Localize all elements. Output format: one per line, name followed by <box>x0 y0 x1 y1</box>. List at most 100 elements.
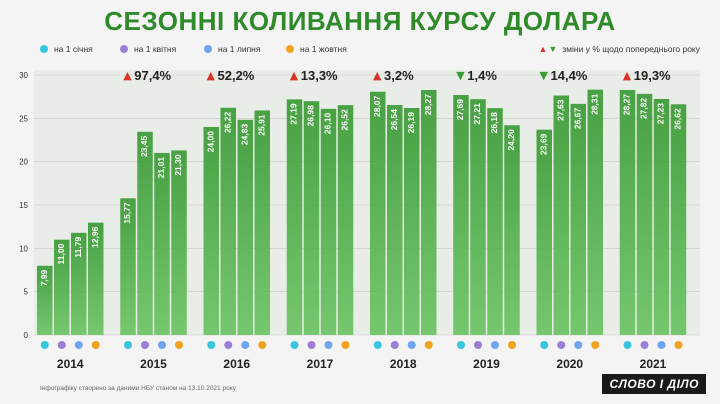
bar <box>237 119 253 335</box>
bar <box>536 129 552 335</box>
bar <box>303 101 320 335</box>
series-marker <box>623 341 632 349</box>
legend-item-oct: на 1 жовтня <box>286 44 347 54</box>
legend-dot-jan <box>40 45 48 53</box>
bar <box>254 110 270 336</box>
bar <box>171 150 187 335</box>
bar <box>619 89 636 335</box>
bar <box>421 89 437 335</box>
bar <box>636 93 653 335</box>
arrow-up-icon: ▲ <box>207 69 216 82</box>
series-marker <box>557 341 566 349</box>
series-marker <box>640 341 649 349</box>
x-tick-label: 2016 <box>223 357 250 371</box>
series-marker <box>508 341 516 349</box>
bar <box>286 99 303 335</box>
bar-value-label: 27,21 <box>472 103 482 125</box>
bar-value-label: 23,69 <box>539 133 549 155</box>
series-marker <box>241 341 250 349</box>
series-marker <box>224 341 233 349</box>
bar <box>320 108 337 335</box>
arrow-up-icon: ▲ <box>123 69 132 82</box>
bar-value-label: 15,77 <box>122 202 132 224</box>
bar <box>54 239 70 335</box>
bar-value-label: 26,98 <box>306 105 316 127</box>
change-percent-label: 3,2% <box>384 68 414 83</box>
bar-value-label: 28,27 <box>423 94 433 116</box>
bar-value-label: 28,31 <box>590 93 600 115</box>
bar <box>71 232 87 335</box>
bar-value-label: 11,00 <box>56 243 66 264</box>
change-percent-label: 13,3% <box>301 68 338 83</box>
bar-value-label: 26,22 <box>223 111 233 133</box>
bar-value-label: 26,62 <box>673 108 683 130</box>
change-percent-label: 19,3% <box>634 68 671 83</box>
change-percent-label: 97,4% <box>134 68 171 83</box>
bar <box>37 265 53 335</box>
series-marker <box>40 341 49 349</box>
series-marker <box>491 341 499 349</box>
x-tick-label: 2018 <box>390 357 417 371</box>
bar <box>154 152 170 335</box>
series-marker <box>74 341 83 349</box>
y-tick-label: 15 <box>19 201 28 210</box>
series-marker <box>91 341 100 349</box>
legend: на 1 січня на 1 квітня на 1 липня на 1 ж… <box>40 44 700 58</box>
change-percent-label: 14,4% <box>551 68 588 83</box>
arrow-down-icon: ▼ <box>540 69 549 82</box>
y-tick-label: 10 <box>19 244 28 253</box>
y-tick-label: 30 <box>19 71 28 80</box>
bar-value-label: 27,19 <box>289 103 299 125</box>
arrow-up-icon: ▲ <box>538 44 548 54</box>
bar <box>470 99 486 336</box>
legend-label-oct: на 1 жовтня <box>300 44 347 54</box>
bar-value-label: 28,07 <box>372 95 382 117</box>
series-marker <box>158 341 166 349</box>
arrow-down-icon: ▼ <box>456 69 465 82</box>
series-marker <box>540 341 549 349</box>
arrow-up-icon: ▲ <box>290 69 299 82</box>
bar <box>88 222 104 335</box>
bar <box>570 103 586 335</box>
arrow-up-icon: ▲ <box>623 69 632 82</box>
series-marker <box>341 341 350 349</box>
y-tick-label: 5 <box>24 288 29 297</box>
legend-label-jul: на 1 липня <box>218 44 261 54</box>
bar <box>553 95 569 335</box>
bar-value-label: 27,69 <box>455 99 465 121</box>
legend-dot-jul <box>204 45 212 53</box>
series-marker <box>324 341 333 349</box>
bar <box>120 198 136 335</box>
bar <box>453 95 469 336</box>
legend-item-jul: на 1 липня <box>204 44 260 54</box>
legend-item-apr: на 1 квітня <box>120 44 176 54</box>
bar <box>653 99 670 335</box>
bar <box>137 131 153 335</box>
bar-value-label: 11,79 <box>73 237 83 258</box>
bar-value-label: 12,96 <box>90 226 100 248</box>
bar-value-label: 24,20 <box>506 129 516 151</box>
bar-value-label: 26,10 <box>323 113 333 135</box>
footer-source: Інфографіку створено за даними НБУ стано… <box>40 385 236 392</box>
series-marker <box>373 341 382 349</box>
series-marker <box>457 341 465 349</box>
bar <box>487 108 503 336</box>
bar-value-label: 27,63 <box>556 99 566 121</box>
series-marker <box>307 341 316 349</box>
legend-dot-oct <box>286 45 294 53</box>
legend-note-label: зміни у % щодо попереднього року <box>562 44 700 54</box>
series-marker <box>207 341 216 349</box>
arrow-down-icon: ▼ <box>548 44 558 54</box>
bar-value-label: 26,67 <box>573 108 583 130</box>
series-marker <box>591 341 600 349</box>
bar <box>587 89 603 335</box>
bar-value-label: 26,52 <box>340 109 350 131</box>
x-tick-label: 2017 <box>307 357 334 371</box>
bar <box>337 105 354 335</box>
series-marker <box>290 341 299 349</box>
x-tick-label: 2019 <box>473 357 500 371</box>
bar-value-label: 26,54 <box>389 109 399 131</box>
bar <box>404 108 420 336</box>
bar <box>203 127 219 335</box>
series-marker <box>657 341 666 349</box>
